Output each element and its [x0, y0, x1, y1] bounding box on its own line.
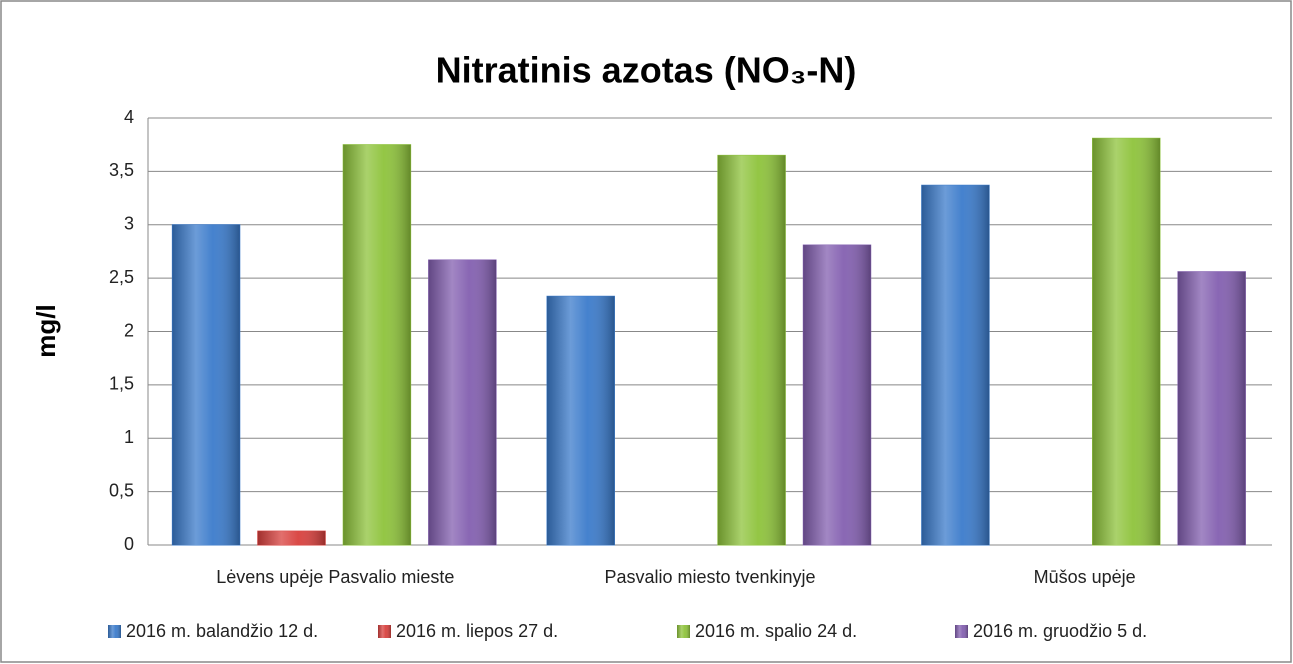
y-tick-label: 1: [124, 427, 134, 447]
bar-shine: [921, 185, 990, 545]
chart-title: Nitratinis azotas (NO₃-N): [436, 50, 857, 91]
bar-shine: [1177, 271, 1246, 545]
y-tick-label: 1,5: [109, 374, 134, 394]
legend-swatch-shine: [677, 625, 690, 638]
legend-swatch-shine: [108, 625, 121, 638]
legend-swatch-shine: [955, 625, 968, 638]
y-tick-label: 3,5: [109, 160, 134, 180]
y-tick-label: 3: [124, 214, 134, 234]
bar-shine: [172, 224, 240, 545]
legend-label: 2016 m. gruodžio 5 d.: [973, 621, 1147, 641]
legend-label: 2016 m. balandžio 12 d.: [126, 621, 318, 641]
y-axis-label: mg/l: [31, 304, 61, 357]
legend-swatch-shine: [378, 625, 391, 638]
y-tick-label: 0,5: [109, 480, 134, 500]
legend-label: 2016 m. liepos 27 d.: [396, 621, 558, 641]
x-tick-label: Lėvens upėje Pasvalio mieste: [216, 567, 454, 587]
bar-shine: [803, 245, 871, 545]
x-tick-label: Pasvalio miesto tvenkinyje: [604, 567, 815, 587]
bar-shine: [428, 259, 497, 545]
bar-shine: [343, 144, 411, 545]
bar-shine: [257, 531, 326, 545]
bar-shine: [1092, 138, 1160, 545]
legend-label: 2016 m. spalio 24 d.: [695, 621, 857, 641]
bar-shine: [717, 155, 786, 546]
y-tick-label: 4: [124, 107, 134, 127]
y-tick-label: 0: [124, 534, 134, 554]
bar-shine: [547, 296, 615, 545]
y-tick-label: 2,5: [109, 267, 134, 287]
y-tick-label: 2: [124, 320, 134, 340]
x-tick-label: Mūšos upėje: [1034, 567, 1136, 587]
